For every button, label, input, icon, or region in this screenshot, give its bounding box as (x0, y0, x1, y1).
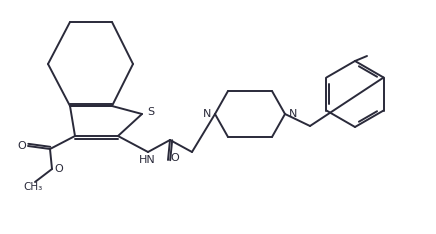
Text: N: N (203, 109, 211, 119)
Text: O: O (17, 141, 26, 151)
Text: O: O (170, 153, 179, 163)
Text: HN: HN (139, 155, 155, 165)
Text: O: O (54, 164, 63, 174)
Text: N: N (289, 109, 297, 119)
Text: S: S (147, 107, 155, 117)
Text: CH₃: CH₃ (24, 182, 43, 192)
